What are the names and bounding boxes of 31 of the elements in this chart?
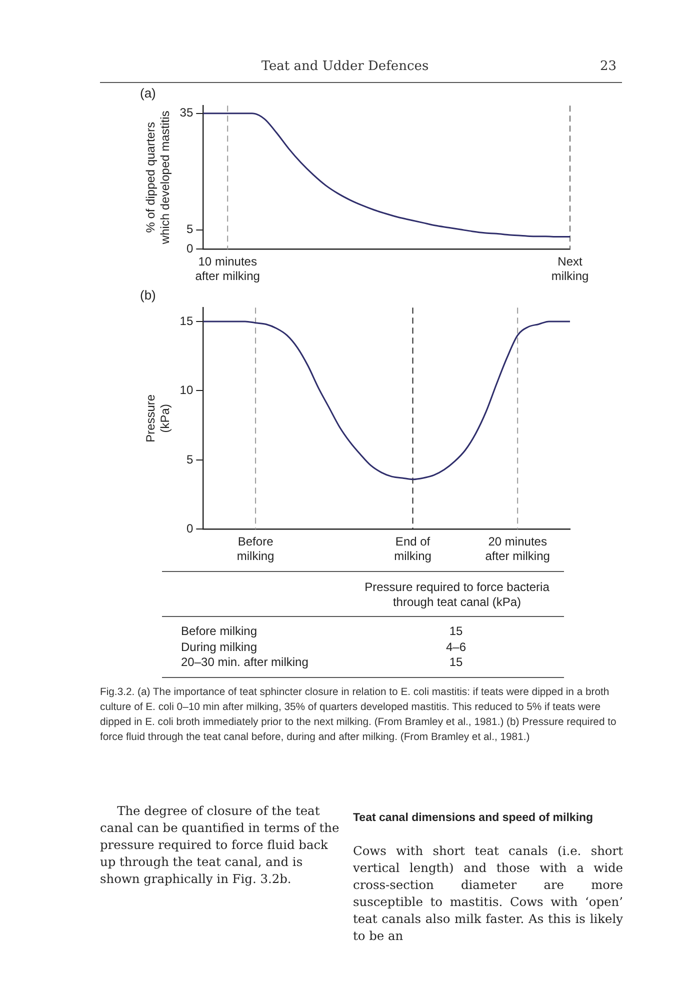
x-tick-label: 10 minutes after milking [195,254,260,284]
y-tick-label: 10 [180,383,194,398]
line-series [202,320,571,480]
text: Before milking [181,624,258,638]
text: The degree of closure of the teat canal can be quantified in terms of the pressure required to force fluid back up through the teat canal, and is shown graphically in Fig. 3.2b. [100,803,340,888]
text: Cows with short teat canals (i.e. short vertical length) and those with a wide cross-section diameter are more susceptible to mastitis. Cows with ‘open’ teat canals also milk faster. As this is likely to be an [353,843,623,945]
text: Teat canal dimensions and speed of milking [353,812,594,824]
x-tick-label: End of milking [394,534,432,564]
text: 15 [448,655,464,669]
x-tick-label: 20 minutes after milking [485,534,550,564]
y-tick-label: 0 [186,522,194,536]
y-tick-label: 15 [180,314,194,328]
y-tick-label: 0 [186,242,194,256]
x-tick-label: Next milking [551,254,589,284]
y-tick-label: 5 [186,222,194,236]
chart-title: (a) [140,85,156,100]
text: Teat and Udder Defences [260,59,430,74]
y-axis-title: Pressure (kPa) [144,394,172,442]
text: 15 [448,624,464,638]
y-tick-label: 5 [186,452,194,466]
chart-title: (b) [140,287,156,302]
caption: Fig.3.2. (a) The importance of teat sphincter closure in relation to E. coli mastitis: if teats were dipped in a broth culture of E. coli 0–10 min after milking, 35% of quarters developed mastitis. This reduced to 5% if teats were dipped in E. coli broth immediately prior to the next milking. (From Bramley et al., 1981.) (b) Pressure required to force fluid through the teat canal before, during and after milking. (From Bramley et al., 1981.) [100,686,618,745]
text: Pressure required to force bacteria through teat canal (kPa) [364,580,550,610]
x-tick-label: Before milking [236,534,274,564]
text: 23 [600,59,617,74]
y-axis-title: % of dipped quarters which developed mastitis [144,110,172,246]
line-series [202,112,571,238]
text: 20–30 min. after milking [181,655,308,669]
text: 4–6 [444,640,468,654]
y-tick-label: 35 [180,106,194,120]
text: During milking [181,640,258,654]
